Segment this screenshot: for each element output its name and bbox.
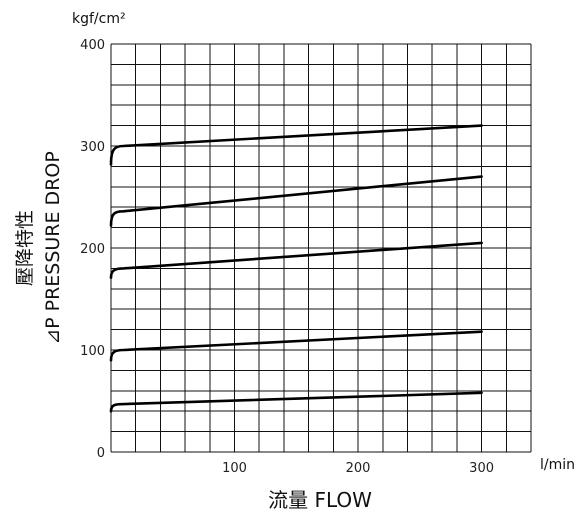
- series-line: [109, 124, 483, 166]
- series-line: [109, 330, 483, 362]
- y-tick-label: 0: [97, 446, 105, 461]
- x-tick-label: 200: [346, 461, 371, 476]
- x-axis-unit: l/min: [540, 457, 575, 473]
- series-line: [109, 241, 483, 279]
- y-axis-unit: kgf/cm²: [72, 11, 126, 27]
- series-line: [109, 175, 483, 227]
- chart-series-group: [109, 124, 483, 413]
- y-tick-label: 100: [80, 344, 105, 359]
- y-tick-label: 200: [80, 242, 105, 257]
- y-tick-label: 400: [80, 38, 105, 53]
- series-line: [109, 391, 483, 413]
- x-tick-label: 300: [469, 461, 494, 476]
- chart-grid: [110, 43, 532, 453]
- y-tick-label: 300: [80, 140, 105, 155]
- x-tick-label: 100: [222, 461, 247, 476]
- y-axis-title-jp: 壓降特性: [14, 210, 36, 286]
- x-axis-title: 流量 FLOW: [268, 488, 372, 512]
- tick-labels: 0 100 200 300 400 100 200 300: [80, 38, 494, 476]
- y-axis-title-en: ⊿P PRESSURE DROP: [42, 151, 64, 345]
